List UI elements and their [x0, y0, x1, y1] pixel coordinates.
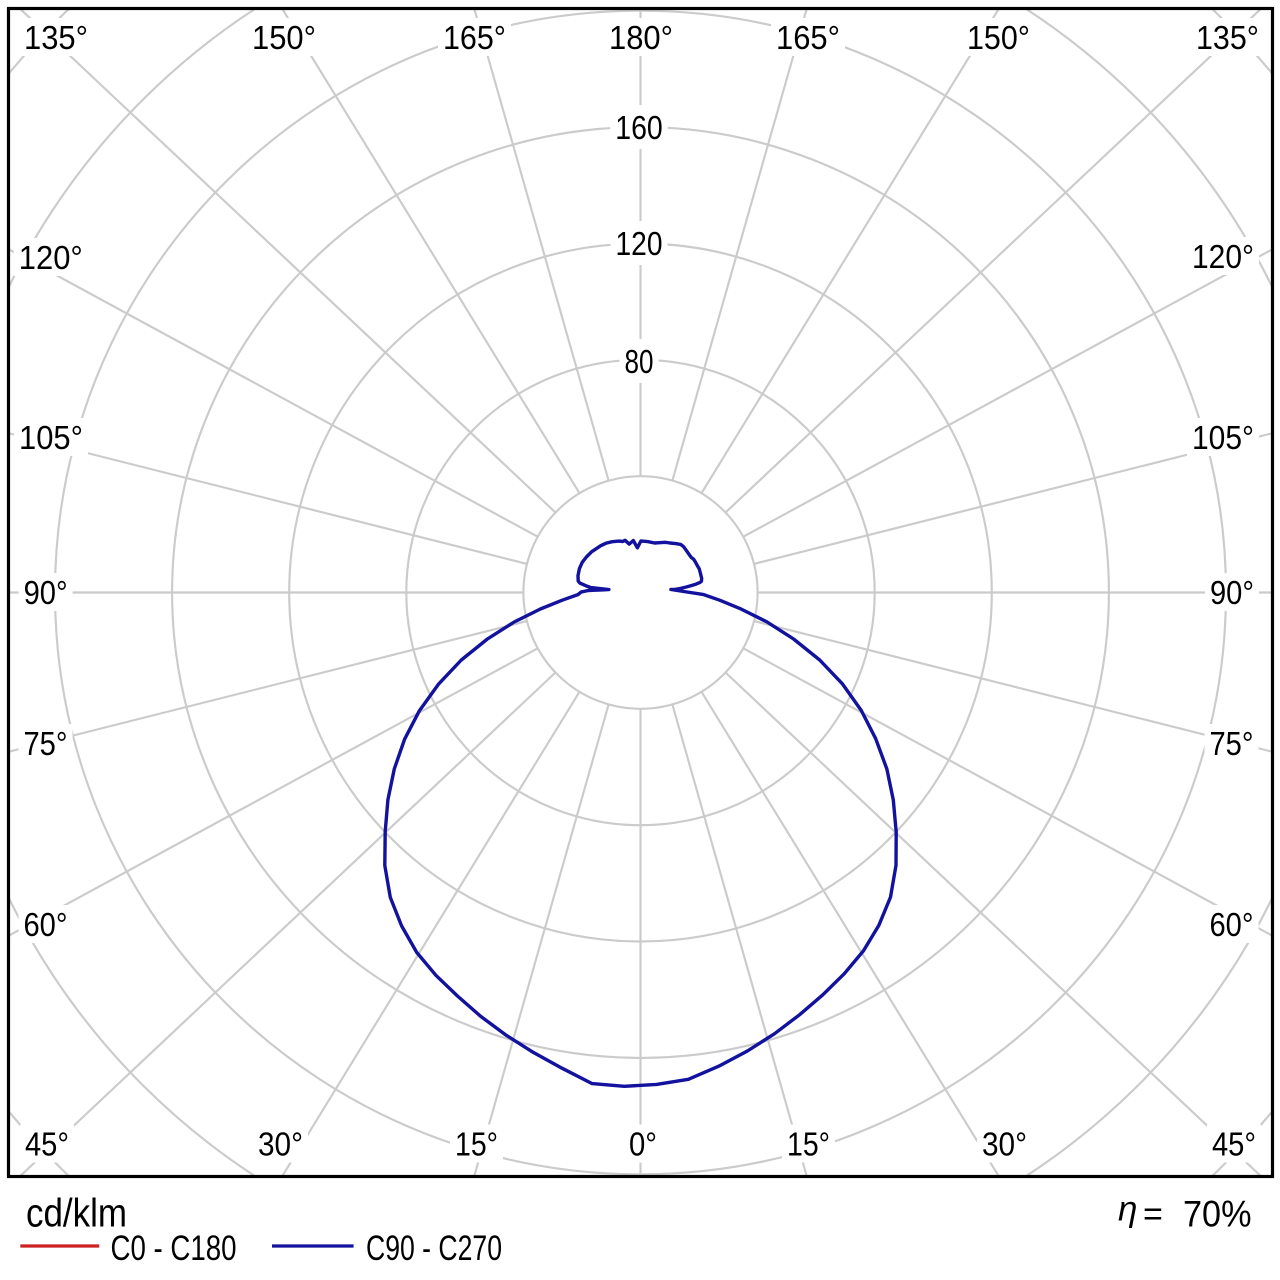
- svg-text:15°: 15°: [787, 1126, 830, 1163]
- svg-text:75°: 75°: [1210, 725, 1254, 762]
- svg-text:90°: 90°: [24, 574, 68, 611]
- svg-text:30°: 30°: [258, 1126, 303, 1163]
- svg-text:60°: 60°: [24, 906, 68, 943]
- svg-text:30°: 30°: [982, 1126, 1027, 1163]
- svg-text:C0 - C180: C0 - C180: [111, 1229, 237, 1268]
- svg-text:135°: 135°: [1196, 19, 1259, 56]
- svg-text:60°: 60°: [1210, 906, 1254, 943]
- svg-text:180°: 180°: [609, 19, 673, 56]
- svg-text:=: =: [1143, 1196, 1163, 1234]
- svg-text:165°: 165°: [776, 19, 840, 56]
- svg-text:15°: 15°: [455, 1126, 498, 1163]
- svg-text:cd/klm: cd/klm: [26, 1192, 127, 1236]
- svg-text:0°: 0°: [629, 1126, 657, 1163]
- svg-text:150°: 150°: [967, 19, 1030, 56]
- svg-text:80: 80: [625, 343, 654, 380]
- svg-text:105°: 105°: [1192, 419, 1254, 456]
- svg-text:120°: 120°: [19, 239, 83, 276]
- svg-text:C90 - C270: C90 - C270: [366, 1229, 502, 1268]
- svg-text:120: 120: [616, 225, 663, 262]
- svg-text:45°: 45°: [1212, 1126, 1256, 1163]
- svg-text:150°: 150°: [252, 19, 316, 56]
- svg-text:75°: 75°: [24, 725, 68, 762]
- svg-text:105°: 105°: [19, 419, 83, 456]
- svg-text:160: 160: [615, 109, 663, 146]
- svg-text:70%: 70%: [1183, 1194, 1252, 1235]
- svg-text:90°: 90°: [1210, 574, 1254, 611]
- svg-text:η: η: [1118, 1190, 1137, 1229]
- svg-text:165°: 165°: [443, 19, 506, 56]
- svg-text:120°: 120°: [1192, 238, 1254, 275]
- svg-text:45°: 45°: [25, 1126, 69, 1163]
- svg-text:135°: 135°: [24, 19, 88, 56]
